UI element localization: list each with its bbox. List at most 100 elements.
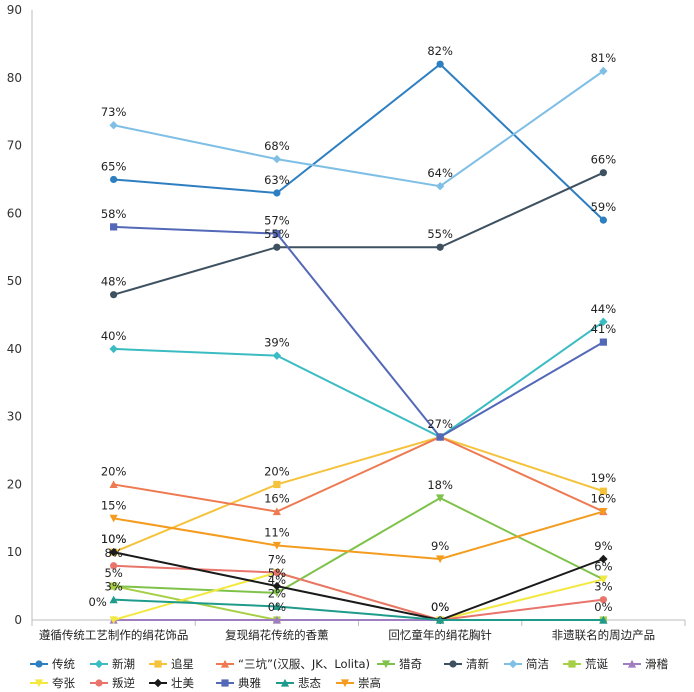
data-point xyxy=(599,338,607,346)
data-point xyxy=(273,480,281,489)
legend-marker xyxy=(508,659,518,669)
data-point xyxy=(272,351,282,360)
legend-label: 荒诞 xyxy=(585,657,608,671)
data-point xyxy=(599,575,608,584)
y-tick-label: 50 xyxy=(7,274,22,288)
series-line xyxy=(113,435,604,554)
legend-marker xyxy=(94,659,104,669)
data-point xyxy=(109,344,118,354)
data-label: 44% xyxy=(591,302,617,316)
legend-marker xyxy=(220,659,230,668)
legend-marker xyxy=(95,679,103,687)
y-tick-label: 90 xyxy=(7,3,22,17)
data-label: 9% xyxy=(594,539,612,553)
data-point xyxy=(599,216,607,224)
data-label: 20% xyxy=(101,464,127,478)
series-line xyxy=(113,320,604,439)
legend-label: 追星 xyxy=(171,657,194,671)
legend-label: 新潮 xyxy=(112,657,135,671)
y-tick-label: 0 xyxy=(14,613,22,627)
data-label: 6% xyxy=(594,559,612,573)
data-point xyxy=(436,243,444,251)
data-point xyxy=(273,568,281,577)
data-label: 9% xyxy=(431,539,449,553)
data-label: 68% xyxy=(264,139,290,153)
legend-label: 简洁 xyxy=(526,657,549,671)
legend-marker xyxy=(568,660,576,668)
data-label: 0% xyxy=(89,595,107,609)
legend-label: “三坑”(汉服、JK、Lolita) xyxy=(238,657,370,671)
data-label: 0% xyxy=(431,600,449,614)
legend-label: 典雅 xyxy=(238,676,261,690)
data-label: 58% xyxy=(101,207,127,221)
data-label: 4% xyxy=(268,573,286,587)
data-label: 0% xyxy=(594,600,612,614)
data-point xyxy=(110,582,118,590)
legend-label: 传统 xyxy=(52,657,75,671)
series-line xyxy=(113,171,604,296)
legend-marker xyxy=(34,679,44,688)
series-line xyxy=(113,598,604,621)
data-label: 65% xyxy=(101,159,127,173)
legend-marker xyxy=(381,660,391,669)
series-line xyxy=(113,564,604,622)
data-point xyxy=(599,169,607,177)
data-point xyxy=(109,480,118,489)
data-point xyxy=(110,223,118,231)
data-point xyxy=(109,121,118,130)
legend-label: 猎奇 xyxy=(399,657,422,671)
data-label: 40% xyxy=(101,329,127,343)
data-label: 55% xyxy=(427,227,453,241)
series-line xyxy=(113,225,604,439)
data-point xyxy=(272,589,281,597)
data-point xyxy=(110,562,118,570)
data-point xyxy=(272,581,282,591)
x-category-label: 复现绢花传统的香薰 xyxy=(225,628,329,642)
legend-label: 叛逆 xyxy=(112,676,135,690)
data-label: 27% xyxy=(427,417,453,431)
data-point xyxy=(599,615,608,624)
data-label: 81% xyxy=(591,51,617,65)
data-point xyxy=(436,555,445,564)
legend-marker xyxy=(221,679,229,687)
legend-marker xyxy=(35,660,43,668)
y-tick-label: 40 xyxy=(7,342,22,356)
data-point xyxy=(599,507,608,516)
data-point xyxy=(273,243,281,251)
legend-marker xyxy=(340,679,350,688)
data-point xyxy=(109,548,118,557)
data-label: 3% xyxy=(594,580,612,594)
data-point xyxy=(273,189,281,197)
series-line xyxy=(113,435,604,513)
data-label: 5% xyxy=(105,566,123,580)
series-line xyxy=(113,70,604,188)
data-label: 8% xyxy=(105,546,123,560)
y-tick-label: 70 xyxy=(7,139,22,153)
data-point xyxy=(435,182,445,191)
data-label: 3% xyxy=(105,580,123,594)
legend-marker xyxy=(154,660,162,668)
data-label: 5% xyxy=(268,566,286,580)
y-tick-label: 80 xyxy=(7,71,22,85)
data-label: 0% xyxy=(268,600,286,614)
data-point xyxy=(272,602,281,611)
data-label: 73% xyxy=(101,105,127,119)
data-point xyxy=(272,541,281,550)
series-line xyxy=(113,510,604,561)
legend-marker xyxy=(280,678,290,687)
data-point xyxy=(599,554,608,564)
data-label: 64% xyxy=(427,166,453,180)
data-point xyxy=(599,317,608,326)
x-category-label: 遵循传统工艺制作的绢花饰品 xyxy=(39,628,189,642)
legend-label: 夸张 xyxy=(52,676,75,690)
data-label: 7% xyxy=(268,553,286,567)
data-point xyxy=(110,175,118,184)
data-label: 63% xyxy=(264,173,290,187)
series-line xyxy=(113,551,604,622)
data-label: 57% xyxy=(264,214,290,228)
legend-label: 壮美 xyxy=(171,676,194,690)
data-label: 41% xyxy=(591,322,617,336)
data-label: 59% xyxy=(591,200,617,214)
